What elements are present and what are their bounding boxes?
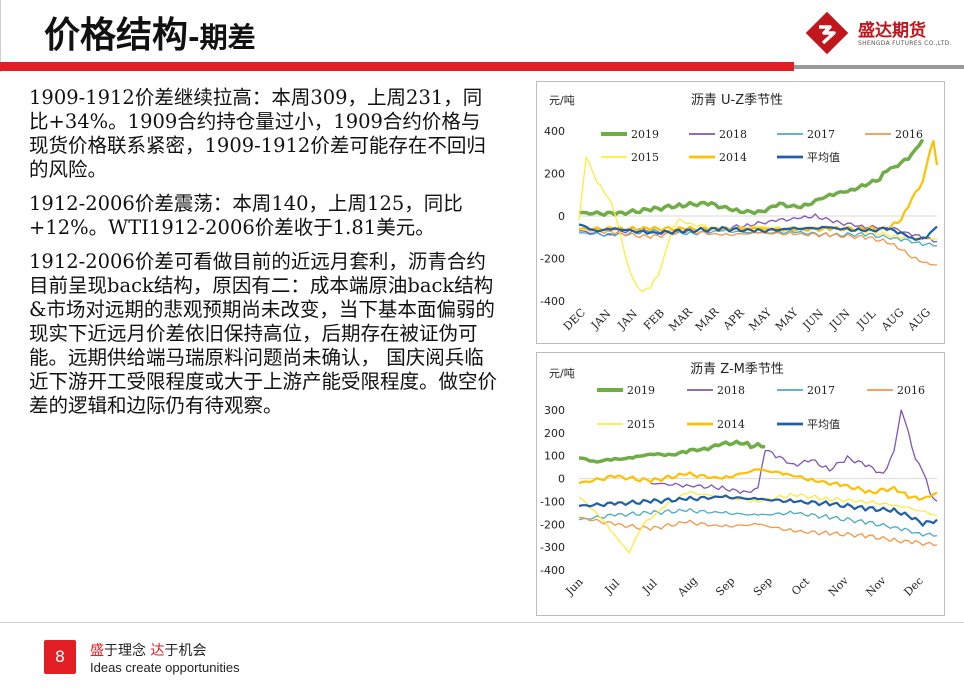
x-tick-label: JUL [854,307,879,332]
legend-label: 2014 [717,418,745,431]
slogan-part-2: 于理念 [104,643,151,659]
series-line-平均值 [578,494,938,527]
y-tick-label: 200 [544,427,565,440]
x-tick-label: Sep [713,574,737,598]
x-tick-label: Aug [674,574,700,600]
x-tick-label: Dec [901,574,925,598]
slogan-part-1: 盛 [90,643,104,659]
y-tick-label: -400 [540,564,565,577]
uz-seasonality-chart: 沥青 U-Z季节性 元/吨 400 200 0 -200 -400 DEC JAN JAN FEB M… [536,81,945,344]
header-accent-bar [0,62,794,71]
legend-label: 2017 [807,128,835,141]
legend-label: 2017 [807,384,835,397]
x-tick-label: JUN [800,306,827,333]
x-tick-label: MAR [666,305,695,334]
brand-name-en: SHENGDA FUTURES CO.,LTD. [858,40,952,47]
paragraph-3: 1912-2006价差可看做目前的近远月套利，沥青合约目前呈现back结构，原因… [29,250,498,417]
legend-label: 2016 [897,384,925,397]
x-tick-label: MAY [746,305,774,333]
series-line-2019 [578,439,766,464]
y-axis-label: 元/吨 [549,94,575,107]
y-axis-label: 元/吨 [549,367,575,380]
brand-logo-icon [806,12,848,54]
zm-seasonality-chart: 沥青 Z-M季节性 元/吨 300 200 100 0 -100 -200 -300 -400 Ju… [536,352,945,616]
y-tick-label: -200 [540,518,565,531]
series-line-2015 [578,491,938,554]
y-tick-label: -300 [540,541,565,554]
y-tick-label: 0 [558,473,565,486]
y-tick-label: -400 [540,295,565,308]
page-title-main: 价格结构 [44,15,189,56]
x-tick-label: AUG [878,306,906,334]
legend-label: 2015 [631,151,659,164]
x-tick-label: Nov [826,573,852,599]
series-line-2015 [578,156,938,293]
x-tick-label: Jul [639,576,660,597]
y-tick-label: 400 [544,125,565,138]
slogan-cn: 盛于理念 达于机会 [90,640,206,660]
chart-title: 沥青 Z-M季节性 [690,362,784,377]
legend-label: 2019 [631,128,659,141]
y-tick-label: 200 [544,168,565,181]
series-line-2019 [578,138,925,217]
x-tick-label: AUG [905,306,933,334]
page-title-sub: -期差 [188,21,256,54]
page-title: 价格结构-期差 [44,6,256,58]
x-tick-label: Nov [863,573,889,599]
x-tick-label: MAY [773,305,801,333]
x-tick-label: Jun [563,575,586,598]
x-tick-label: JAN [588,307,614,333]
y-tick-label: 100 [544,450,565,463]
legend-label: 2015 [627,418,655,431]
x-tick-label: Sep [751,574,775,598]
slogan-en: Ideas create opportunities [90,660,240,675]
zm-chart-svg: 沥青 Z-M季节性元/吨3002001000-100-200-300-400Ju… [540,362,938,600]
x-tick-label: Jul [602,576,623,597]
paragraph-1: 1909-1912价差继续拉高：本周309，上周231，同比+34%。1909合… [29,86,486,181]
brand-name: 盛达期货 [858,21,926,41]
chart-title: 沥青 U-Z季节性 [691,93,783,108]
series-line-平均值 [578,223,938,241]
header-accent-bar-grey [794,65,964,69]
slogan-part-3: 达 [150,643,165,659]
x-tick-label: DEC [561,306,588,333]
legend-label: 2018 [719,128,747,141]
legend-label: 2016 [895,128,923,141]
y-tick-label: -200 [540,253,565,266]
analysis-text: 1909-1912价差继续拉高：本周309，上周231，同比+34%。1909合… [29,86,499,428]
frame-line [0,0,1,72]
y-tick-label: 300 [544,404,565,417]
brand-logo: 盛达期货 SHENGDA FUTURES CO.,LTD. [806,10,956,56]
y-tick-label: 0 [558,210,565,223]
x-tick-label: FEB [641,307,667,333]
page-number: 8 [44,640,76,674]
x-tick-label: Oct [789,575,812,598]
x-tick-label: MAR [693,305,722,334]
x-tick-label: JAN [614,307,640,333]
legend-label: 2014 [719,151,747,164]
series-line-2016 [578,228,938,266]
legend-label: 2019 [627,384,655,397]
slogan-part-4: 于机会 [164,643,207,659]
footer-divider [0,622,964,623]
x-tick-label: JUN [826,306,853,333]
series-line-2018 [650,409,938,502]
series-line-2017 [578,507,938,537]
paragraph-2: 1912-2006价差震荡：本周140，上周125，同比+12%。WTI1912… [29,192,463,239]
series-line-2014 [578,468,938,501]
legend-label: 平均值 [807,151,840,164]
series-line-2016 [578,516,938,547]
legend-label: 2018 [717,384,745,397]
legend-label: 平均值 [807,418,840,431]
y-tick-label: -100 [540,495,565,508]
x-tick-label: APR [720,306,747,333]
